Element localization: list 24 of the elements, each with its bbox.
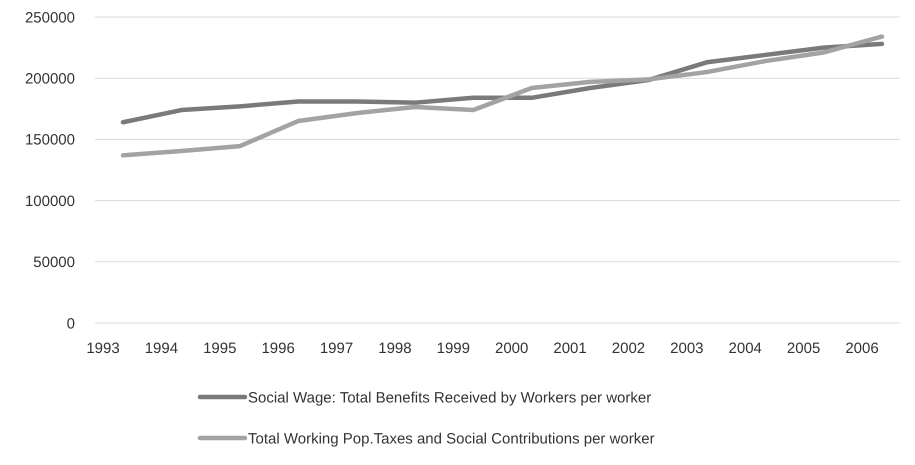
y-tick-label: 50000 — [33, 254, 75, 272]
x-tick-label: 1994 — [144, 340, 178, 357]
line-series — [120, 42, 884, 125]
x-tick-label: 2006 — [845, 340, 879, 357]
x-tick-label: 2001 — [553, 340, 587, 357]
x-tick-label: 1995 — [203, 340, 236, 357]
y-tick-label: 250000 — [24, 9, 75, 26]
line-series — [120, 34, 884, 158]
x-tick-label: 1999 — [436, 340, 470, 357]
legend-label: Total Working Pop.Taxes and Social Contributions per worker — [248, 430, 655, 448]
x-tick-label: 2004 — [728, 340, 762, 357]
x-tick-label: 2003 — [670, 340, 704, 357]
x-tick-label: 2000 — [495, 340, 528, 357]
y-tick-label: 150000 — [24, 132, 75, 149]
x-tick-label: 1993 — [86, 340, 120, 357]
y-tick-label: 100000 — [24, 192, 75, 210]
x-tick-label: 1996 — [261, 340, 295, 357]
x-tick-label: 1997 — [320, 340, 354, 357]
x-tick-label: 2005 — [786, 340, 820, 357]
y-tick-label: 0 — [66, 315, 75, 332]
legend-label: Social Wage: Total Benefits Received by Workers per worker — [248, 389, 652, 406]
x-tick-label: 2002 — [612, 340, 646, 357]
x-tick-label: 1998 — [378, 340, 412, 357]
y-tick-label: 200000 — [24, 70, 75, 88]
